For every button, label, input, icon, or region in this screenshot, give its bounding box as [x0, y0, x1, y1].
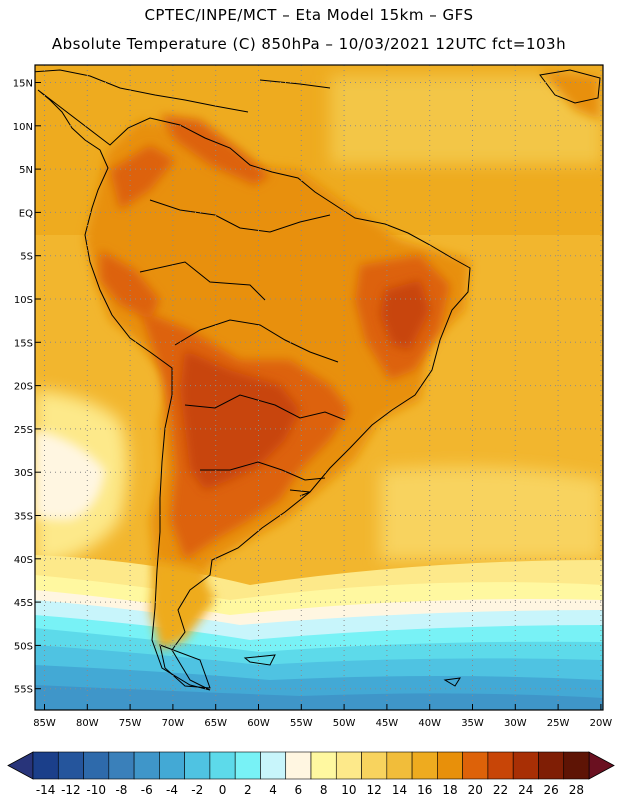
colorbar-swatch — [386, 751, 413, 780]
lat-label: 40S — [14, 555, 33, 566]
colorbar-label: 8 — [320, 783, 328, 797]
lat-label: 20S — [14, 382, 33, 393]
colorbar-label: -12 — [61, 783, 81, 797]
map-frame — [34, 64, 604, 711]
colorbar-label: 10 — [341, 783, 356, 797]
lat-label: 45S — [14, 598, 33, 609]
colorbar-swatch — [285, 751, 312, 780]
colorbar-label: 26 — [543, 783, 558, 797]
colorbar-label: 0 — [219, 783, 227, 797]
lat-label: 15N — [13, 79, 33, 90]
colorbar-label: 18 — [442, 783, 457, 797]
lon-label: 30W — [504, 718, 527, 729]
colorbar-label: 12 — [367, 783, 382, 797]
lat-label: 5N — [19, 165, 33, 176]
temperature-field — [35, 65, 603, 710]
lat-label: 50S — [14, 641, 33, 652]
latitude-labels: 15N 10N 5N EQ 5S 10S 15S 20S 25S 30S 35S 40S 45S 50S 5… — [13, 79, 41, 696]
colorbar-swatch — [159, 751, 185, 780]
lon-label: 65W — [204, 718, 227, 729]
lon-label: 40W — [418, 718, 441, 729]
colorbar-high-arrow — [588, 751, 615, 780]
lon-label: 25W — [547, 718, 570, 729]
colorbar-label: 24 — [518, 783, 533, 797]
lon-label: 20W — [590, 718, 613, 729]
colorbar-label: 2 — [244, 783, 252, 797]
colorbar-swatch — [361, 751, 388, 780]
colorbar-swatch — [57, 751, 84, 780]
lon-label: 35W — [461, 718, 484, 729]
lat-label: 10S — [14, 295, 33, 306]
colorbar-label: -2 — [191, 783, 203, 797]
colorbar-swatch — [133, 751, 160, 780]
colorbar-swatch — [260, 751, 287, 780]
map-subtitle: Absolute Temperature (C) 850hPa – 10/03/… — [51, 35, 567, 53]
colorbar-low-arrow — [7, 751, 34, 780]
colorbar-label: -4 — [166, 783, 178, 797]
colorbar-swatch — [437, 751, 463, 780]
colorbar-label: -6 — [141, 783, 153, 797]
lon-label: 55W — [290, 718, 313, 729]
colorbar-swatch — [462, 751, 489, 780]
lat-label: 30S — [14, 468, 33, 479]
lon-label: 50W — [333, 718, 356, 729]
lon-label: 75W — [119, 718, 142, 729]
colorbar-label: -10 — [86, 783, 106, 797]
lat-label: 15S — [14, 338, 33, 349]
colorbar-label: 6 — [295, 783, 303, 797]
colorbar-label: 20 — [468, 783, 483, 797]
lat-label: 55S — [14, 685, 33, 696]
colorbar-swatch — [234, 751, 261, 780]
colorbar-label: -8 — [115, 783, 127, 797]
colorbar-swatch — [83, 751, 110, 780]
colorbar-swatch — [487, 751, 514, 780]
colorbar: -14 -12 -10 -8 -6 -4 -2 0 2 4 6 8 10 12 14 16 18 20 22 24 26… — [7, 751, 615, 797]
lon-label: 45W — [376, 718, 399, 729]
colorbar-swatch — [209, 751, 236, 780]
map-title: CPTEC/INPE/MCT – Eta Model 15km – GFS — [144, 6, 474, 24]
lat-label: 35S — [14, 512, 33, 523]
longitude-labels: 85W 80W 75W 70W 65W 60W 55W 50W 45W 40W 35W 30W 25W 2… — [33, 704, 612, 729]
lon-label: 85W — [33, 718, 56, 729]
colorbar-swatch — [335, 751, 362, 780]
colorbar-label: -14 — [36, 783, 56, 797]
colorbar-swatch — [108, 751, 135, 780]
coastlines — [35, 69, 601, 691]
colorbar-swatch — [411, 751, 438, 780]
colorbar-label: 14 — [392, 783, 407, 797]
colorbar-label: 28 — [569, 783, 584, 797]
lon-label: 70W — [162, 718, 185, 729]
lat-label: EQ — [19, 208, 33, 219]
colorbar-swatch — [538, 751, 565, 780]
colorbar-swatch — [563, 751, 590, 780]
colorbar-swatch — [512, 751, 539, 780]
colorbar-label: 16 — [417, 783, 432, 797]
lat-label: 10N — [13, 122, 33, 133]
colorbar-label: 4 — [269, 783, 277, 797]
colorbar-label: 22 — [493, 783, 508, 797]
lat-label: 5S — [20, 252, 33, 263]
lon-label: 60W — [247, 718, 270, 729]
colorbar-swatch — [32, 751, 59, 780]
colorbar-swatch — [184, 751, 211, 780]
lat-label: 25S — [14, 425, 33, 436]
colorbar-swatch — [310, 751, 337, 780]
lon-label: 80W — [76, 718, 99, 729]
